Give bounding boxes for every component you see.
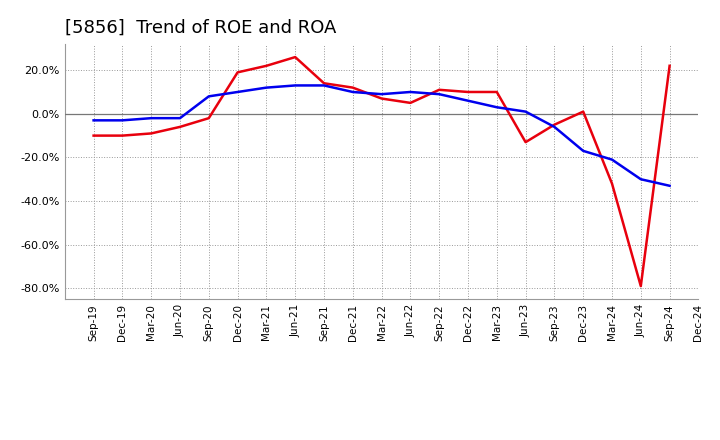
ROE [608, 181, 616, 186]
ROA [147, 116, 156, 121]
ROA [89, 118, 98, 123]
Line: ROA: ROA [94, 85, 670, 186]
ROE [492, 89, 501, 95]
ROE [636, 283, 645, 289]
ROE [665, 63, 674, 69]
ROA [233, 89, 242, 95]
ROA [550, 124, 559, 129]
ROA [262, 85, 271, 90]
ROA [608, 157, 616, 162]
ROA [204, 94, 213, 99]
ROE [233, 70, 242, 75]
ROE [435, 87, 444, 92]
ROA [291, 83, 300, 88]
ROE [89, 133, 98, 138]
ROA [176, 116, 184, 121]
ROE [118, 133, 127, 138]
ROA [320, 83, 328, 88]
ROE [204, 116, 213, 121]
ROE [176, 124, 184, 129]
ROA [521, 109, 530, 114]
ROA [464, 98, 472, 103]
ROE [377, 96, 386, 101]
ROE [521, 139, 530, 145]
ROA [435, 92, 444, 97]
ROA [406, 89, 415, 95]
Line: ROE: ROE [94, 57, 670, 286]
ROE [406, 100, 415, 106]
ROE [550, 122, 559, 127]
ROA [492, 105, 501, 110]
ROA [579, 148, 588, 154]
ROA [665, 183, 674, 188]
ROE [262, 63, 271, 69]
ROA [118, 118, 127, 123]
ROE [320, 81, 328, 86]
ROE [579, 109, 588, 114]
ROA [636, 176, 645, 182]
ROE [464, 89, 472, 95]
ROE [348, 85, 357, 90]
ROA [348, 89, 357, 95]
ROE [147, 131, 156, 136]
ROA [377, 92, 386, 97]
Text: [5856]  Trend of ROE and ROA: [5856] Trend of ROE and ROA [65, 19, 336, 37]
ROE [291, 55, 300, 60]
